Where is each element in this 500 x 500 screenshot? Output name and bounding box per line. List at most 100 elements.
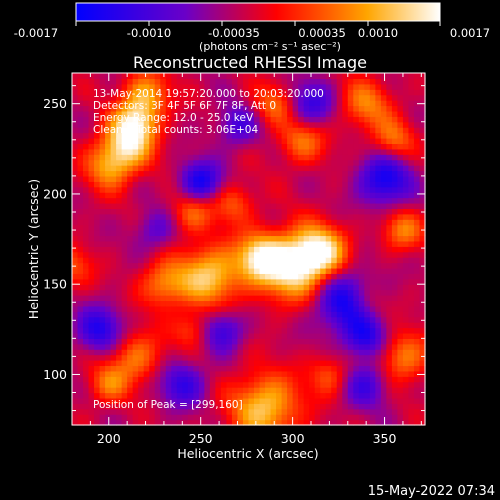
heatmap-cell <box>402 94 410 101</box>
heatmap-cell <box>391 311 399 318</box>
heatmap-cell <box>408 94 415 101</box>
heatmap-cell <box>276 343 283 350</box>
heatmap-cell <box>72 246 79 253</box>
heatmap-cell <box>270 154 277 161</box>
heatmap-cell <box>265 273 272 280</box>
heatmap-cell <box>369 300 376 307</box>
colorbar-tick-label: -0.0017 <box>14 26 58 40</box>
heatmap-cell <box>287 284 294 291</box>
heatmap-cell <box>353 83 360 90</box>
colorbar-tick-marks <box>75 21 441 26</box>
heatmap-cell <box>215 116 222 123</box>
heatmap-cell <box>121 224 128 231</box>
heatmap-cell <box>215 365 222 372</box>
heatmap-cell <box>72 392 79 399</box>
heatmap-cell <box>231 392 239 399</box>
heatmap-cell <box>314 116 321 123</box>
heatmap-cell <box>176 419 183 426</box>
heatmap-cell <box>231 316 239 323</box>
colorbar <box>75 2 441 22</box>
heatmap-cell <box>83 273 90 280</box>
heatmap-cell <box>226 224 233 231</box>
heatmap-cell <box>242 148 250 155</box>
heatmap-cell <box>171 219 178 226</box>
heatmap-cell <box>193 137 200 144</box>
heatmap-cell <box>314 197 321 204</box>
heatmap-cell <box>204 311 211 318</box>
heatmap-cell <box>342 300 349 307</box>
heatmap-cell <box>248 208 255 215</box>
heatmap-cell <box>198 381 205 388</box>
heatmap-cell <box>402 414 410 421</box>
heatmap-cell <box>259 408 266 415</box>
heatmap-cell <box>127 397 134 404</box>
heatmap-cell <box>215 284 222 291</box>
heatmap-cell <box>77 143 84 150</box>
heatmap-cell <box>198 73 205 80</box>
heatmap-cell <box>375 100 382 107</box>
heatmap-cell <box>369 89 376 96</box>
heatmap-cell <box>276 100 283 107</box>
heatmap-cell <box>303 132 310 139</box>
heatmap-cell <box>259 78 266 85</box>
heatmap-cell <box>314 332 321 339</box>
heatmap-cell <box>171 311 178 318</box>
heatmap-cell <box>121 208 128 215</box>
heatmap-cell <box>397 354 404 361</box>
heatmap-cell <box>375 397 382 404</box>
heatmap-cell <box>364 73 371 80</box>
heatmap-cell <box>198 370 205 377</box>
heatmap-cell <box>72 316 79 323</box>
heatmap-cell <box>160 213 167 220</box>
heatmap-cell <box>419 311 426 318</box>
heatmap-cell <box>347 230 354 237</box>
heatmap-cell <box>204 132 211 139</box>
heatmap-cell <box>342 332 349 339</box>
heatmap-cell <box>132 257 139 264</box>
heatmap-cell <box>298 213 305 220</box>
heatmap-cell <box>132 311 139 318</box>
heatmap-cell <box>132 403 139 410</box>
heatmap-cell <box>193 360 200 367</box>
heatmap-cell <box>287 257 294 264</box>
heatmap-cell <box>138 267 145 274</box>
heatmap-cell <box>105 360 112 367</box>
heatmap-cell <box>336 327 343 334</box>
heatmap-cell <box>99 143 106 150</box>
heatmap-cell <box>397 392 404 399</box>
heatmap-cell <box>336 284 343 291</box>
heatmap-cell <box>391 219 399 226</box>
heatmap-cell <box>143 137 150 144</box>
heatmap-cell <box>176 175 183 182</box>
heatmap-cell <box>298 278 305 285</box>
heatmap-cell <box>116 370 123 377</box>
heatmap-cell <box>99 213 106 220</box>
heatmap-cell <box>402 305 410 312</box>
heatmap-cell <box>231 110 239 117</box>
heatmap-cell <box>287 224 294 231</box>
heatmap-cell <box>187 94 194 101</box>
heatmap-cell <box>176 284 183 291</box>
heatmap-cell <box>248 300 255 307</box>
heatmap-cell <box>314 154 321 161</box>
heatmap-cell <box>369 127 376 134</box>
heatmap-cell <box>99 116 106 123</box>
heatmap-cell <box>127 148 134 155</box>
heatmap-cell <box>94 343 101 350</box>
heatmap-cell <box>242 235 250 242</box>
heatmap-cell <box>402 192 410 199</box>
heatmap-cell <box>402 403 410 410</box>
heatmap-cell <box>270 354 277 361</box>
heatmap-cell <box>231 137 239 144</box>
heatmap-cell <box>215 332 222 339</box>
heatmap-cell <box>187 159 194 166</box>
heatmap-cell <box>187 89 194 96</box>
heatmap-cell <box>149 219 156 226</box>
heatmap-cell <box>265 94 272 101</box>
heatmap-cell <box>132 387 139 394</box>
heatmap-cell <box>292 181 299 188</box>
heatmap-cell <box>242 414 250 421</box>
heatmap-cell <box>369 219 376 226</box>
heatmap-cell <box>353 257 360 264</box>
heatmap-cell <box>237 137 244 144</box>
